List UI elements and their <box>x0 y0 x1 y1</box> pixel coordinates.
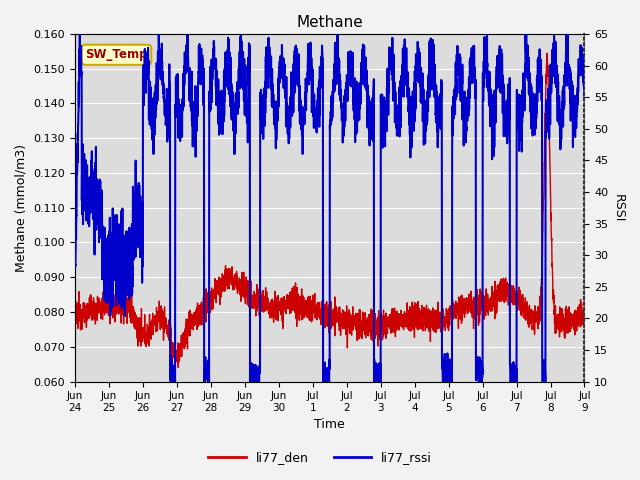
Y-axis label: RSSI: RSSI <box>612 193 625 222</box>
Legend: li77_den, li77_rssi: li77_den, li77_rssi <box>203 446 437 469</box>
X-axis label: Time: Time <box>314 419 345 432</box>
Text: SW_Temp: SW_Temp <box>85 48 148 61</box>
Title: Methane: Methane <box>296 15 363 30</box>
Y-axis label: Methane (mmol/m3): Methane (mmol/m3) <box>15 144 28 272</box>
